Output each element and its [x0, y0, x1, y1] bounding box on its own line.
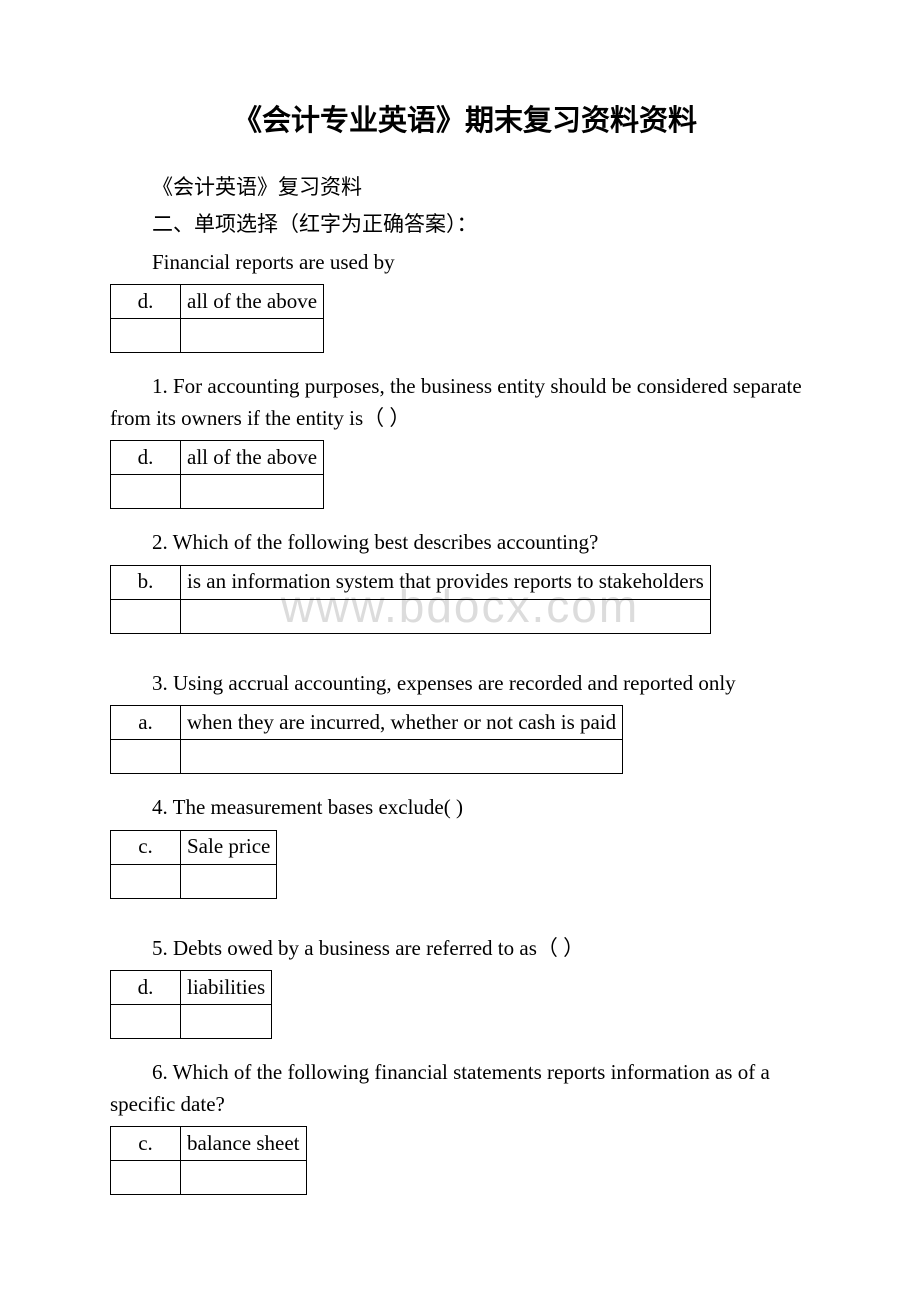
question-2-table: b. is an information system that provide…	[110, 565, 711, 634]
question-1-table: d. all of the above	[110, 440, 324, 509]
subtitle-2: 二、单项选择（红字为正确答案）：	[110, 209, 820, 241]
table-row	[111, 1005, 272, 1039]
table-row	[111, 319, 324, 353]
cell-empty	[181, 740, 623, 774]
answer-letter: c.	[111, 830, 181, 864]
question-5-table: d. liabilities	[110, 970, 272, 1039]
answer-text: all of the above	[181, 285, 324, 319]
answer-letter: d.	[111, 971, 181, 1005]
page-title: 《会计专业英语》期末复习资料资料	[110, 100, 820, 144]
cell-empty	[181, 864, 277, 898]
table-row	[111, 599, 711, 633]
question-4-stem: 4. The measurement bases exclude( )	[110, 792, 820, 824]
table-row: a. when they are incurred, whether or no…	[111, 706, 623, 740]
question-1-stem: 1. For accounting purposes, the business…	[110, 371, 820, 434]
answer-text: Sale price	[181, 830, 277, 864]
table-row: d. liabilities	[111, 971, 272, 1005]
cell-empty	[181, 1005, 272, 1039]
question-6-stem: 6. Which of the following financial stat…	[110, 1057, 820, 1120]
answer-text: is an information system that provides r…	[181, 565, 711, 599]
table-row	[111, 864, 277, 898]
answer-letter: b.	[111, 565, 181, 599]
answer-letter: c.	[111, 1127, 181, 1161]
cell-empty	[111, 1161, 181, 1195]
cell-empty	[181, 599, 711, 633]
table-row: d. all of the above	[111, 441, 324, 475]
subtitle-1: 《会计英语》复习资料	[110, 172, 820, 204]
document-content: 《会计专业英语》期末复习资料资料 《会计英语》复习资料 二、单项选择（红字为正确…	[110, 100, 820, 1195]
answer-text: liabilities	[181, 971, 272, 1005]
answer-letter: d.	[111, 441, 181, 475]
question-6-table: c. balance sheet	[110, 1126, 307, 1195]
table-row: c. Sale price	[111, 830, 277, 864]
question-0-table: d. all of the above	[110, 284, 324, 353]
table-row	[111, 475, 324, 509]
question-3-stem: 3. Using accrual accounting, expenses ar…	[110, 668, 820, 700]
cell-empty	[181, 475, 324, 509]
cell-empty	[111, 864, 181, 898]
question-5-stem: 5. Debts owed by a business are referred…	[110, 933, 820, 965]
cell-empty	[111, 740, 181, 774]
answer-letter: a.	[111, 706, 181, 740]
answer-text: balance sheet	[181, 1127, 307, 1161]
question-0-stem: Financial reports are used by	[110, 247, 820, 279]
cell-empty	[111, 1005, 181, 1039]
answer-text: when they are incurred, whether or not c…	[181, 706, 623, 740]
cell-empty	[181, 319, 324, 353]
table-row: b. is an information system that provide…	[111, 565, 711, 599]
question-3-table: a. when they are incurred, whether or no…	[110, 705, 623, 774]
table-row: c. balance sheet	[111, 1127, 307, 1161]
cell-empty	[111, 599, 181, 633]
answer-text: all of the above	[181, 441, 324, 475]
cell-empty	[111, 475, 181, 509]
question-2-stem: 2. Which of the following best describes…	[110, 527, 820, 559]
answer-letter: d.	[111, 285, 181, 319]
question-4-table: c. Sale price	[110, 830, 277, 899]
cell-empty	[111, 319, 181, 353]
table-row: d. all of the above	[111, 285, 324, 319]
cell-empty	[181, 1161, 307, 1195]
table-row	[111, 1161, 307, 1195]
table-row	[111, 740, 623, 774]
